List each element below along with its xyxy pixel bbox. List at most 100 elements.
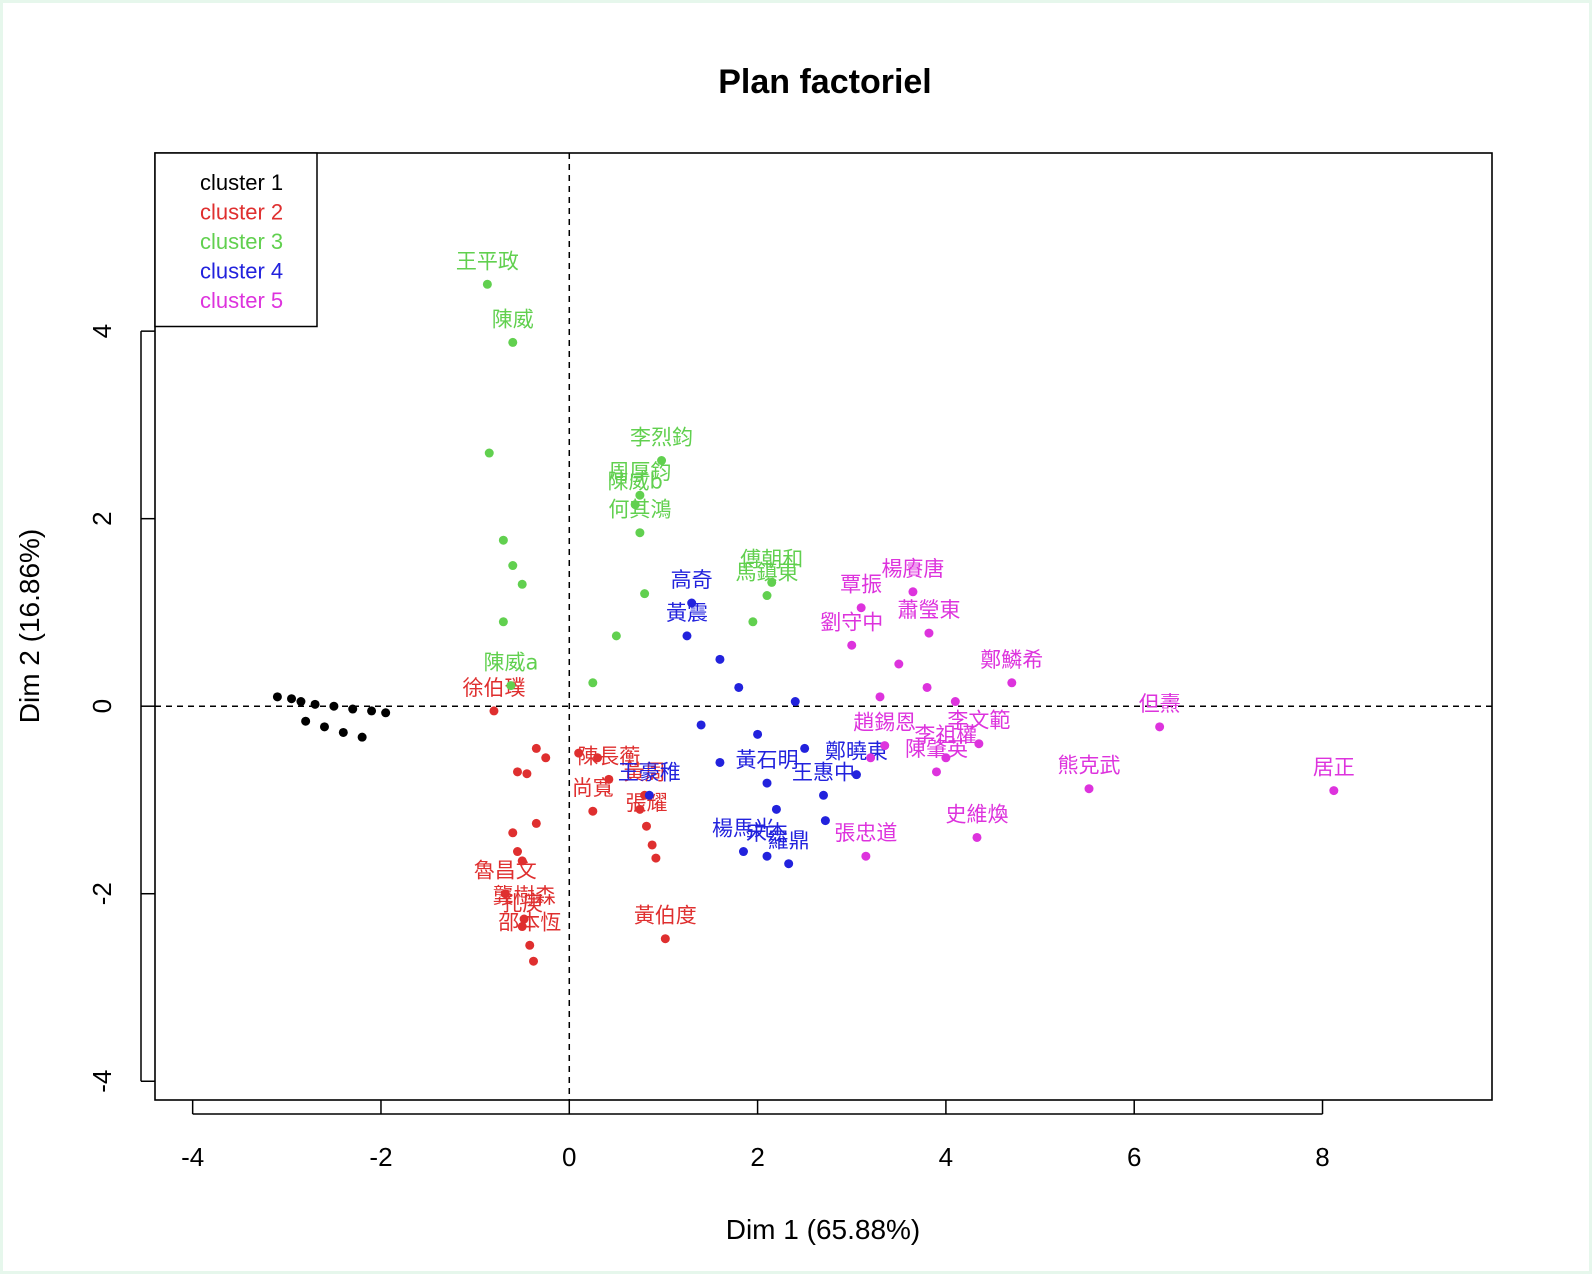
data-point	[522, 769, 532, 779]
point-label: 高奇	[671, 568, 713, 592]
point-label: 羅鼎	[768, 829, 810, 853]
data-point	[348, 704, 358, 714]
data-point	[866, 753, 876, 763]
legend-item-cluster-5: cluster 5	[200, 288, 283, 313]
point-label: 楊馬光	[712, 817, 775, 841]
point-label: 王豪稚	[618, 760, 681, 784]
x-tick-label: 8	[1315, 1142, 1329, 1172]
point-label: 蕭瑩東	[897, 598, 960, 622]
data-point	[531, 743, 541, 753]
series-cluster-1	[272, 692, 391, 742]
point-label: 陳威b	[608, 470, 663, 494]
data-point	[784, 859, 794, 869]
data-point	[753, 729, 763, 739]
x-tick-label: 4	[939, 1142, 953, 1172]
point-label: 陳長蘅	[577, 744, 640, 768]
data-point	[338, 727, 348, 737]
x-tick-label: 0	[562, 1142, 576, 1172]
data-point	[508, 337, 518, 347]
point-label: 鄭曉東	[825, 740, 888, 764]
point-label: 邵本恆	[498, 910, 561, 934]
data-point	[922, 682, 932, 692]
point-label: 李烈鈞	[630, 426, 693, 450]
data-point	[861, 851, 871, 861]
axes-layer: -4 -2 0 2 4 6 8 -4 -2 0 2 4	[87, 324, 1330, 1172]
point-label: 史維煥	[945, 802, 1008, 826]
data-point	[1084, 784, 1094, 794]
data-point	[593, 753, 603, 763]
data-point	[498, 617, 508, 627]
point-label: 居正	[1313, 756, 1355, 780]
legend: cluster 1 cluster 2 cluster 3 cluster 4 clus…	[154, 152, 318, 328]
data-point	[541, 753, 551, 763]
data-point	[641, 821, 651, 831]
data-point	[800, 743, 810, 753]
legend-item-cluster-3: cluster 3	[200, 229, 283, 254]
data-point	[856, 603, 866, 613]
data-point	[767, 577, 777, 587]
data-point	[498, 535, 508, 545]
data-point	[357, 732, 367, 742]
data-point	[644, 790, 654, 800]
point-label: 張忠道	[834, 821, 897, 845]
data-point	[508, 561, 518, 571]
data-point	[851, 770, 861, 780]
x-axis-label: Dim 1 (65.88%)	[726, 1214, 921, 1245]
data-point	[484, 448, 494, 458]
y-tick-label: 4	[87, 324, 117, 338]
data-point	[908, 587, 918, 597]
point-label: 周厚鈞	[608, 460, 671, 484]
data-point	[519, 914, 529, 924]
point-label: 馬鎮東	[736, 561, 799, 585]
point-label: 何其鴻	[608, 498, 671, 522]
data-point	[651, 853, 661, 863]
y-tick-label: -4	[87, 1070, 117, 1093]
data-point	[525, 940, 535, 950]
point-label: 魯昌文	[474, 859, 537, 883]
data-point	[329, 701, 339, 711]
point-label: 鄭鱗希	[980, 648, 1043, 672]
data-point	[924, 628, 934, 638]
point-label: 傅朝和	[740, 547, 803, 571]
data-point	[972, 832, 982, 842]
data-point	[875, 692, 885, 702]
y-axis-label: Dim 2 (16.86%)	[14, 529, 45, 724]
scatter-chart: Plan factoriel 徐伯璞黃伯度龔樹森魯昌文孔庚邵本恆尚寬陳長蘅黃周張…	[14, 63, 1493, 1245]
point-label: 孔庚	[501, 892, 543, 916]
data-point	[941, 753, 951, 763]
data-point	[682, 631, 692, 641]
data-point	[635, 528, 645, 538]
point-label: 黃震	[666, 601, 708, 625]
data-point	[517, 856, 527, 866]
data-point	[635, 490, 645, 500]
data-point	[880, 741, 890, 751]
point-label: 趙錫恩	[853, 711, 916, 735]
data-point	[301, 716, 311, 726]
data-point	[790, 697, 800, 707]
data-point	[296, 697, 306, 707]
data-point	[647, 840, 657, 850]
data-point	[489, 706, 499, 716]
point-label: 陳肇英	[905, 737, 968, 761]
chart-title: Plan factoriel	[718, 63, 932, 101]
data-point	[588, 678, 598, 688]
plot-layer: 徐伯璞黃伯度龔樹森魯昌文孔庚邵本恆尚寬陳長蘅黃周張耀王平政陳威陳威a李烈鈞周厚鈞…	[155, 153, 1492, 1100]
point-label: 徐伯璞	[462, 676, 525, 700]
point-label: 熊克武	[1058, 754, 1121, 778]
point-label: 陳威	[492, 307, 534, 331]
legend-box	[154, 152, 318, 328]
data-point	[611, 631, 621, 641]
data-point	[512, 767, 522, 777]
legend-item-cluster-2: cluster 2	[200, 200, 283, 225]
data-point	[310, 699, 320, 709]
data-point	[500, 889, 510, 899]
data-point	[687, 598, 697, 608]
data-point	[771, 804, 781, 814]
data-point	[748, 617, 758, 627]
data-point	[974, 739, 984, 749]
data-point	[588, 806, 598, 816]
point-label: 黃伯度	[634, 904, 697, 928]
